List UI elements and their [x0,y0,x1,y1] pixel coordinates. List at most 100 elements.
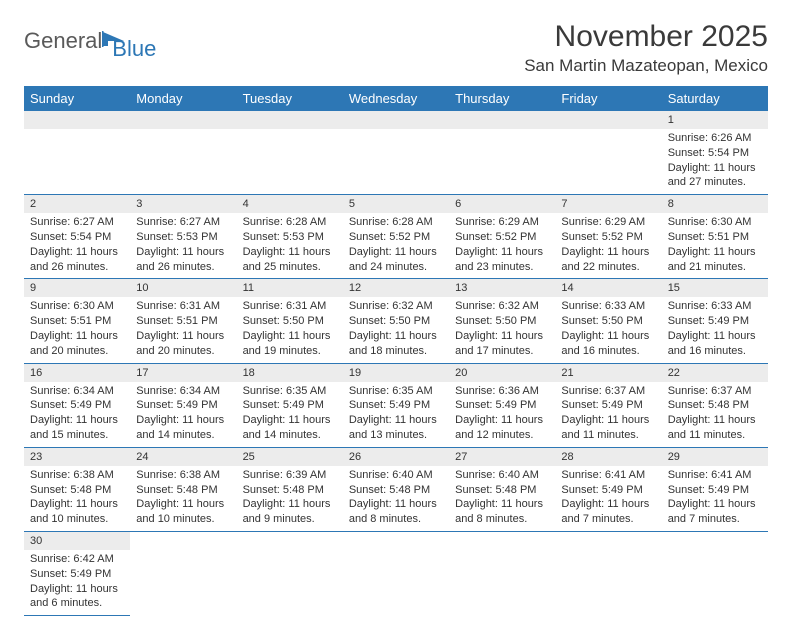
weekday-header: Tuesday [237,86,343,111]
logo-text-blue: Blue [112,36,156,62]
day-number-cell: 26 [343,447,449,465]
day-number-cell: 1 [662,111,768,129]
day-number: 3 [136,198,142,210]
daylight-text: Daylight: 11 hours and 20 minutes. [136,329,230,359]
sunrise-text: Sunrise: 6:35 AM [243,384,337,399]
daylight-text: Daylight: 11 hours and 22 minutes. [561,245,655,275]
sunrise-text: Sunrise: 6:30 AM [30,299,124,314]
sunrise-text: Sunrise: 6:38 AM [136,468,230,483]
day-detail-cell: Sunrise: 6:28 AMSunset: 5:52 PMDaylight:… [343,213,449,279]
sunset-text: Sunset: 5:49 PM [668,314,762,329]
detail-row: Sunrise: 6:30 AMSunset: 5:51 PMDaylight:… [24,297,768,363]
daylight-text: Daylight: 11 hours and 27 minutes. [668,161,762,191]
weekday-header-row: Sunday Monday Tuesday Wednesday Thursday… [24,86,768,111]
day-detail-cell: Sunrise: 6:38 AMSunset: 5:48 PMDaylight:… [130,466,236,532]
sunrise-text: Sunrise: 6:38 AM [30,468,124,483]
sunrise-text: Sunrise: 6:33 AM [561,299,655,314]
day-number: 19 [349,367,361,379]
day-number-cell: 2 [24,195,130,213]
daylight-text: Daylight: 11 hours and 13 minutes. [349,413,443,443]
month-title: November 2025 [524,20,768,54]
sunrise-text: Sunrise: 6:37 AM [668,384,762,399]
day-detail-cell: Sunrise: 6:40 AMSunset: 5:48 PMDaylight:… [449,466,555,532]
sunset-text: Sunset: 5:52 PM [561,230,655,245]
day-detail-cell: Sunrise: 6:37 AMSunset: 5:48 PMDaylight:… [662,382,768,448]
daylight-text: Daylight: 11 hours and 14 minutes. [243,413,337,443]
day-number: 15 [668,282,680,294]
sunset-text: Sunset: 5:49 PM [668,483,762,498]
day-number-cell [343,532,449,550]
daylight-text: Daylight: 11 hours and 14 minutes. [136,413,230,443]
daylight-text: Daylight: 11 hours and 15 minutes. [30,413,124,443]
sunrise-text: Sunrise: 6:32 AM [349,299,443,314]
day-detail-cell: Sunrise: 6:38 AMSunset: 5:48 PMDaylight:… [24,466,130,532]
detail-row: Sunrise: 6:42 AMSunset: 5:49 PMDaylight:… [24,550,768,616]
weekday-header: Saturday [662,86,768,111]
daylight-text: Daylight: 11 hours and 9 minutes. [243,497,337,527]
day-number: 18 [243,367,255,379]
sunrise-text: Sunrise: 6:41 AM [668,468,762,483]
day-number: 24 [136,451,148,463]
day-number-cell: 22 [662,363,768,381]
detail-row: Sunrise: 6:34 AMSunset: 5:49 PMDaylight:… [24,382,768,448]
day-number-cell: 29 [662,447,768,465]
day-number-cell [662,532,768,550]
title-block: November 2025 San Martin Mazateopan, Mex… [524,20,768,76]
sunrise-text: Sunrise: 6:34 AM [30,384,124,399]
daylight-text: Daylight: 11 hours and 19 minutes. [243,329,337,359]
day-number: 14 [561,282,573,294]
logo: General Blue [24,20,156,62]
daylight-text: Daylight: 11 hours and 11 minutes. [561,413,655,443]
day-number: 22 [668,367,680,379]
day-detail-cell: Sunrise: 6:32 AMSunset: 5:50 PMDaylight:… [343,297,449,363]
day-number-cell: 4 [237,195,343,213]
sunrise-text: Sunrise: 6:27 AM [30,215,124,230]
day-detail-cell: Sunrise: 6:29 AMSunset: 5:52 PMDaylight:… [555,213,661,279]
daylight-text: Daylight: 11 hours and 21 minutes. [668,245,762,275]
day-number-cell: 24 [130,447,236,465]
day-number: 21 [561,367,573,379]
sunset-text: Sunset: 5:53 PM [243,230,337,245]
day-number-cell [237,532,343,550]
day-number: 12 [349,282,361,294]
day-detail-cell [449,550,555,616]
day-number-cell [555,111,661,129]
day-number: 26 [349,451,361,463]
day-detail-cell: Sunrise: 6:33 AMSunset: 5:49 PMDaylight:… [662,297,768,363]
day-detail-cell: Sunrise: 6:30 AMSunset: 5:51 PMDaylight:… [662,213,768,279]
daynum-row: 2345678 [24,195,768,213]
day-detail-cell: Sunrise: 6:30 AMSunset: 5:51 PMDaylight:… [24,297,130,363]
sunrise-text: Sunrise: 6:41 AM [561,468,655,483]
day-detail-cell [130,129,236,195]
day-detail-cell [237,129,343,195]
sunset-text: Sunset: 5:52 PM [349,230,443,245]
day-number-cell: 20 [449,363,555,381]
sunset-text: Sunset: 5:54 PM [30,230,124,245]
day-number-cell: 11 [237,279,343,297]
daylight-text: Daylight: 11 hours and 6 minutes. [30,582,124,612]
detail-row: Sunrise: 6:26 AMSunset: 5:54 PMDaylight:… [24,129,768,195]
daylight-text: Daylight: 11 hours and 20 minutes. [30,329,124,359]
sunset-text: Sunset: 5:48 PM [243,483,337,498]
day-number: 23 [30,451,42,463]
sunrise-text: Sunrise: 6:37 AM [561,384,655,399]
sunrise-text: Sunrise: 6:29 AM [455,215,549,230]
sunset-text: Sunset: 5:48 PM [668,398,762,413]
logo-text-general: General [24,28,102,54]
sunset-text: Sunset: 5:50 PM [455,314,549,329]
daylight-text: Daylight: 11 hours and 23 minutes. [455,245,549,275]
day-detail-cell [555,550,661,616]
day-detail-cell: Sunrise: 6:39 AMSunset: 5:48 PMDaylight:… [237,466,343,532]
daylight-text: Daylight: 11 hours and 12 minutes. [455,413,549,443]
daylight-text: Daylight: 11 hours and 25 minutes. [243,245,337,275]
day-detail-cell: Sunrise: 6:35 AMSunset: 5:49 PMDaylight:… [343,382,449,448]
day-number: 7 [561,198,567,210]
weekday-header: Friday [555,86,661,111]
sunset-text: Sunset: 5:49 PM [30,398,124,413]
day-detail-cell [237,550,343,616]
sunset-text: Sunset: 5:53 PM [136,230,230,245]
day-detail-cell: Sunrise: 6:37 AMSunset: 5:49 PMDaylight:… [555,382,661,448]
day-detail-cell [449,129,555,195]
day-detail-cell: Sunrise: 6:28 AMSunset: 5:53 PMDaylight:… [237,213,343,279]
day-detail-cell: Sunrise: 6:42 AMSunset: 5:49 PMDaylight:… [24,550,130,616]
